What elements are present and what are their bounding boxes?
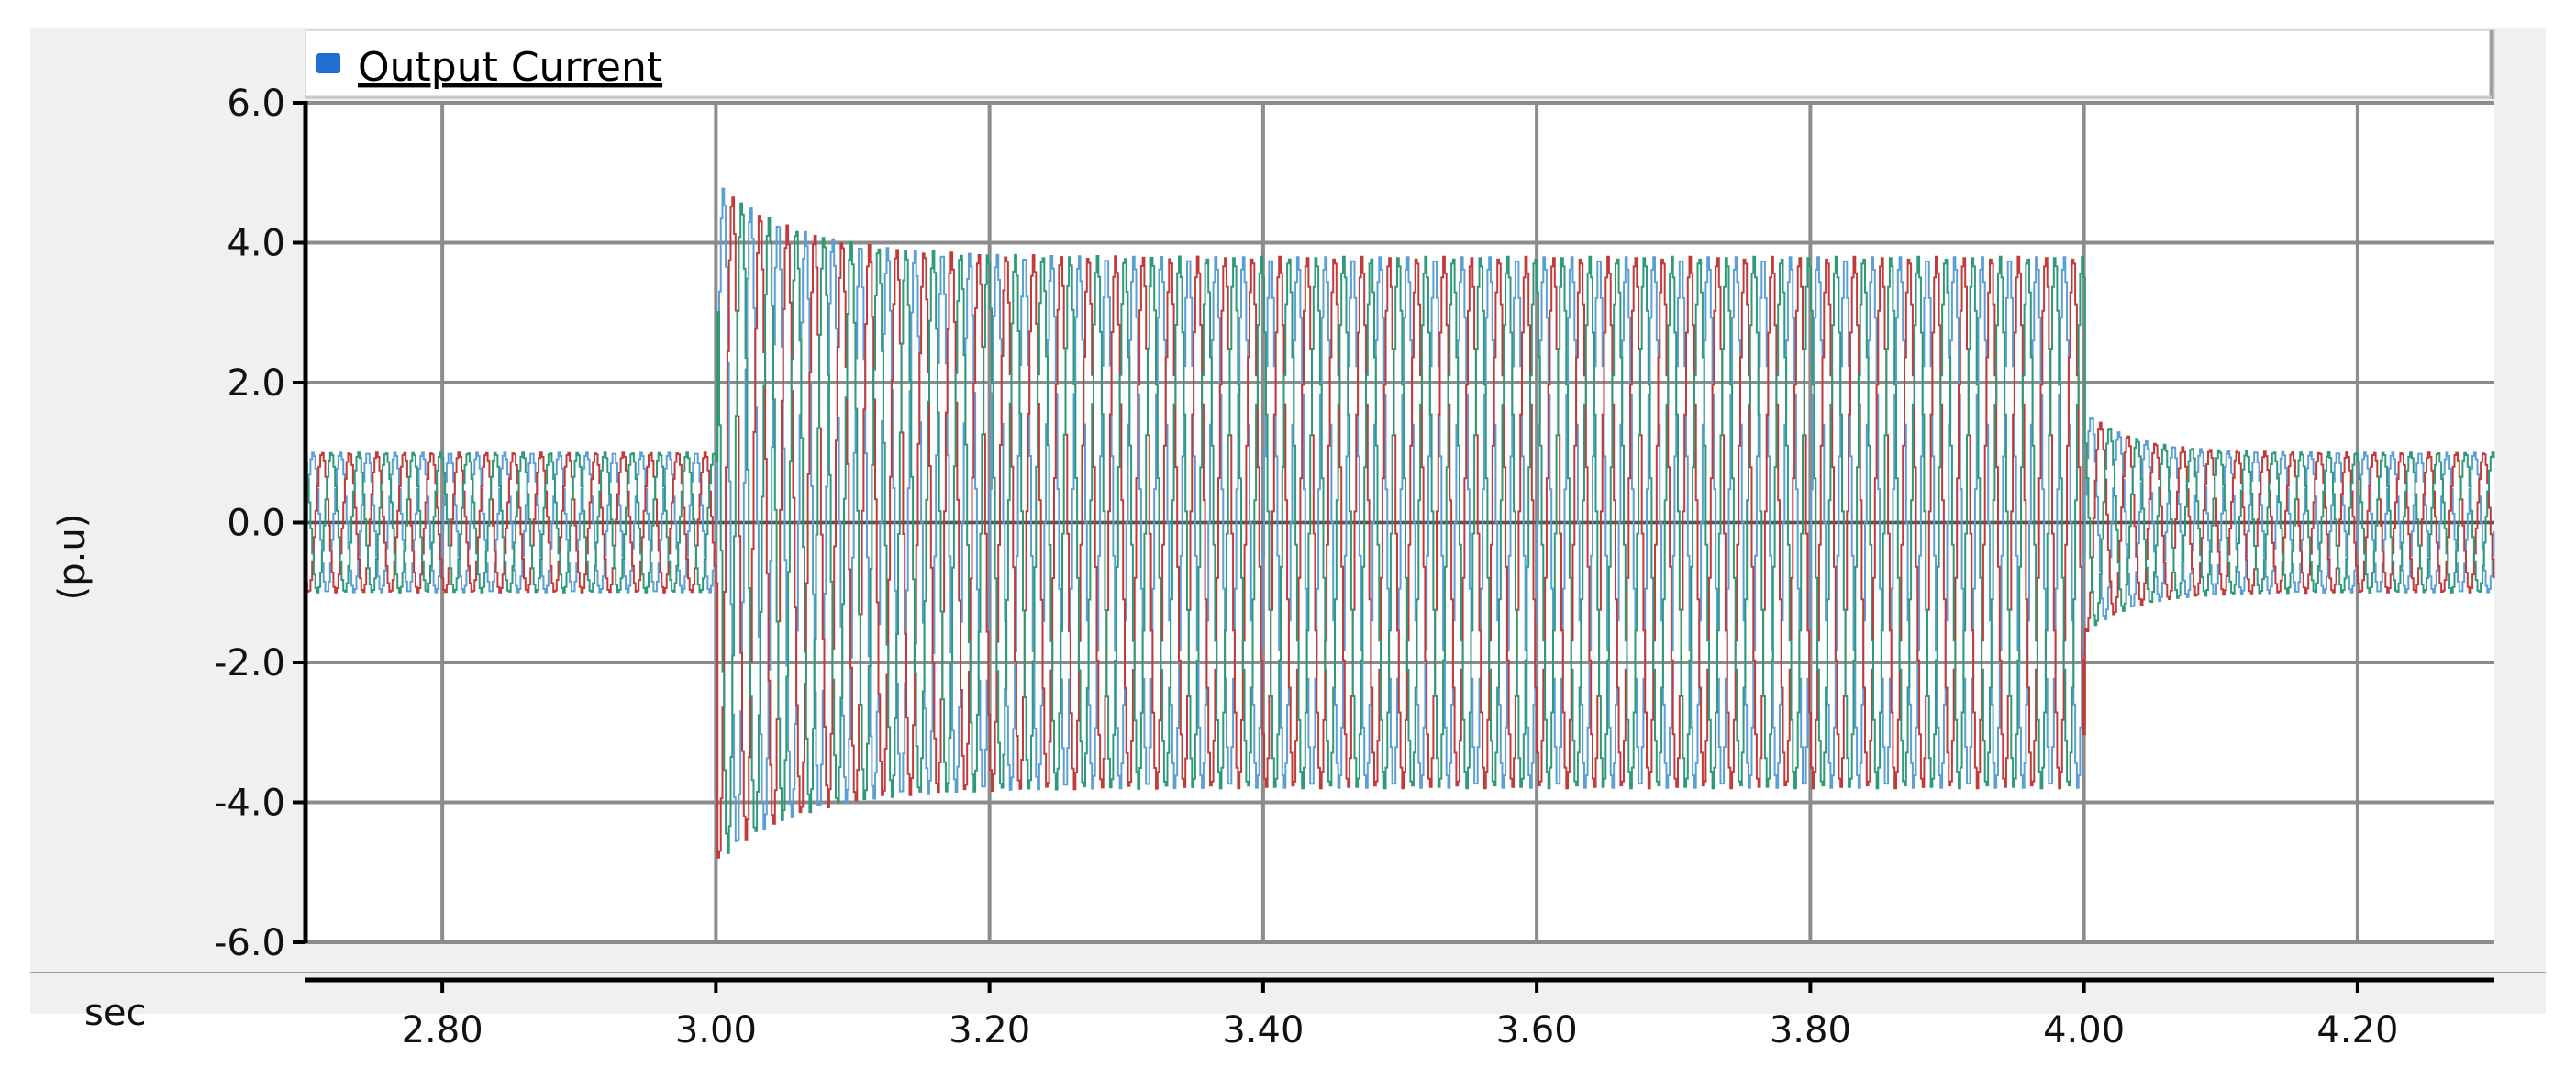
- y-tick-label: 4.0: [227, 223, 285, 265]
- y-axis-label: (p.u): [51, 514, 94, 601]
- x-tick-label: 2.80: [402, 1009, 483, 1051]
- y-tick-label: 2.0: [227, 362, 285, 405]
- x-tick-label: 3.80: [1770, 1009, 1851, 1051]
- legend[interactable]: Output Current: [305, 29, 2495, 99]
- waveform-traces: [305, 187, 2495, 859]
- legend-square-icon: [316, 53, 340, 73]
- x-tick-label: 3.20: [949, 1009, 1030, 1051]
- phase-trace-1: [305, 187, 2495, 842]
- phase-trace-2: [305, 196, 2495, 859]
- legend-box: [305, 29, 2495, 99]
- phase-trace-3: [305, 202, 2495, 854]
- y-tick-label: 6.0: [227, 83, 285, 125]
- y-tick-label: -2.0: [214, 642, 285, 684]
- x-tick-label: 3.40: [1222, 1009, 1304, 1051]
- x-tick-label: 4.20: [2316, 1009, 2398, 1051]
- x-tick-label: 4.00: [2043, 1009, 2125, 1051]
- y-tick-label: -4.0: [214, 783, 285, 825]
- x-axis-ticks: 2.80 3.00 3.20 3.40 3.60 3.80 4.00 4.20: [402, 980, 2398, 1051]
- x-tick-label: 3.00: [675, 1009, 757, 1051]
- legend-label[interactable]: Output Current: [358, 44, 662, 91]
- y-axis-ticks: 6.0 4.0 2.0 0.0 -2.0 -4.0 -6.0: [214, 83, 305, 964]
- y-tick-label: 0.0: [227, 503, 285, 545]
- y-tick-label: -6.0: [214, 922, 285, 964]
- x-tick-label: 3.60: [1496, 1009, 1578, 1051]
- x-axis-label: sec: [84, 992, 146, 1034]
